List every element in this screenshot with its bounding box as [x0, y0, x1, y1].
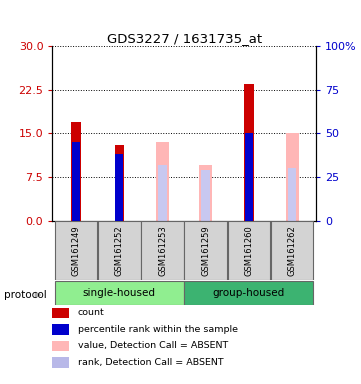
Bar [158, 166, 167, 221]
Bar [114, 145, 124, 221]
Text: GSM161262: GSM161262 [288, 225, 297, 276]
Bar [245, 134, 253, 221]
Text: GSM161252: GSM161252 [115, 225, 124, 276]
Bar [72, 142, 80, 221]
Text: percentile rank within the sample: percentile rank within the sample [78, 325, 238, 334]
Polygon shape [35, 292, 40, 298]
Text: rank, Detection Call = ABSENT: rank, Detection Call = ABSENT [78, 358, 223, 367]
Text: GSM161253: GSM161253 [158, 225, 167, 276]
Text: single-housed: single-housed [83, 288, 156, 298]
Bar [184, 222, 227, 280]
Text: protocol: protocol [4, 290, 46, 300]
Title: GDS3227 / 1631735_at: GDS3227 / 1631735_at [106, 32, 262, 45]
Bar [288, 169, 296, 221]
Bar [271, 222, 313, 280]
Bar [98, 222, 141, 280]
Bar [286, 134, 299, 221]
Bar [201, 170, 210, 221]
Bar [71, 122, 81, 221]
Bar [55, 222, 97, 280]
Text: count: count [78, 308, 104, 318]
Text: GSM161249: GSM161249 [71, 225, 81, 276]
Bar [184, 281, 313, 305]
Bar [227, 222, 270, 280]
Bar [141, 222, 184, 280]
Bar [244, 84, 254, 221]
Bar [156, 142, 169, 221]
Bar [199, 166, 212, 221]
Text: GSM161260: GSM161260 [244, 225, 253, 276]
Text: group-housed: group-housed [213, 288, 285, 298]
Bar [116, 154, 123, 221]
Text: GSM161259: GSM161259 [201, 225, 210, 276]
Text: value, Detection Call = ABSENT: value, Detection Call = ABSENT [78, 341, 228, 351]
Bar [55, 281, 184, 305]
